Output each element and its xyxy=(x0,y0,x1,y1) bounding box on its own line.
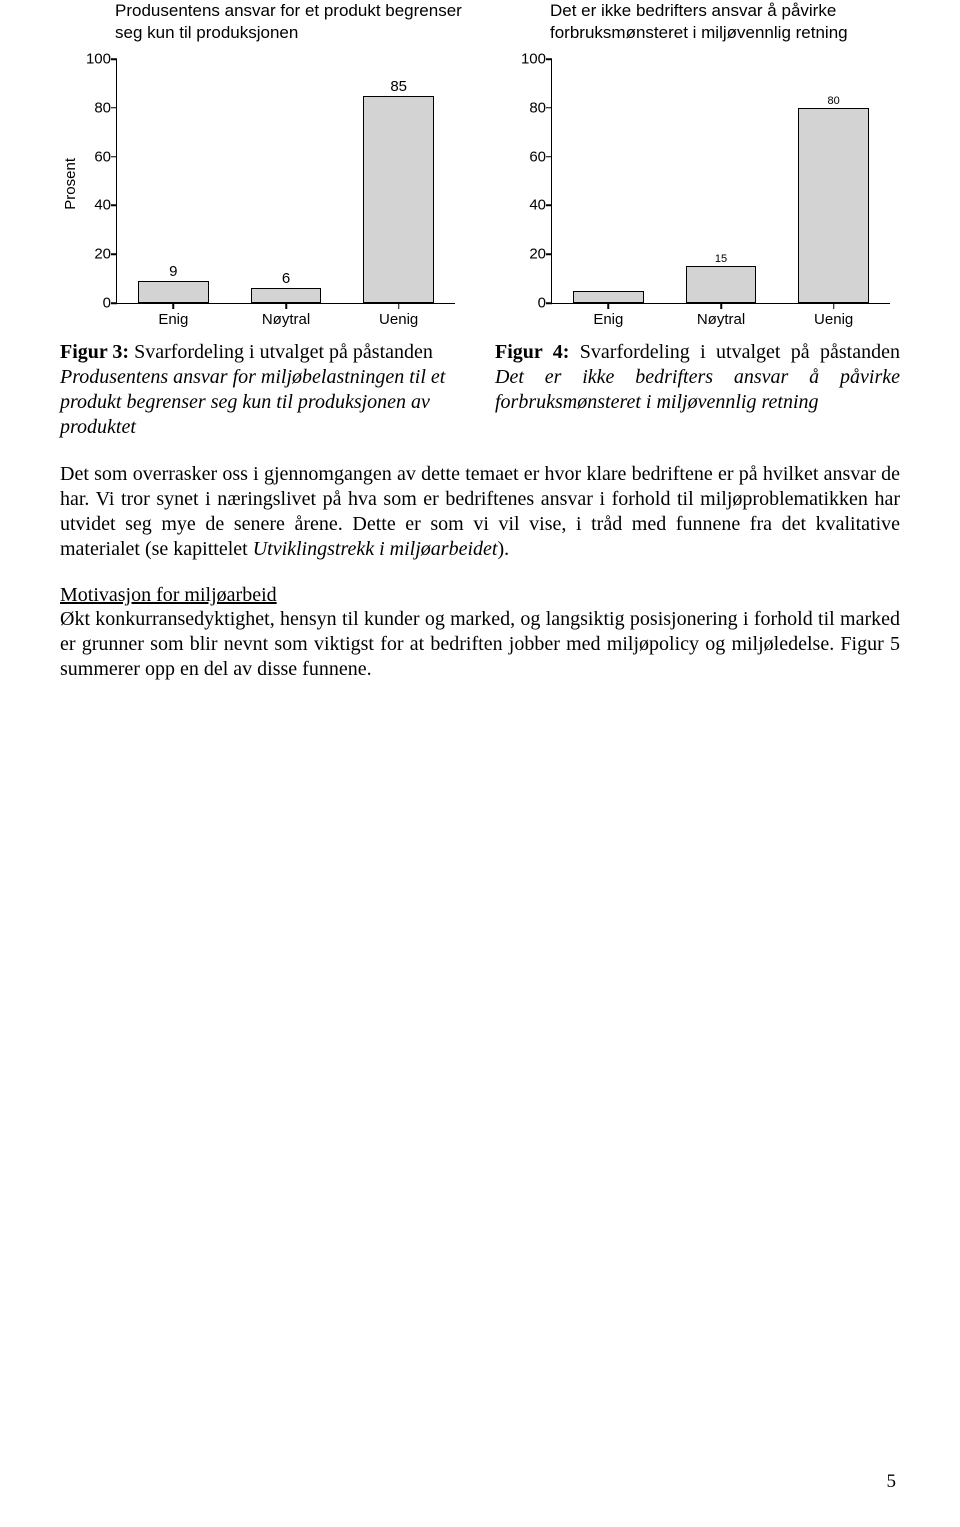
ytick-label: 80 xyxy=(514,99,546,116)
para1-italic: Utviklingstrekk i miljøarbeidet xyxy=(253,538,498,560)
bar-value-label: 15 xyxy=(687,253,756,265)
ytick-mark xyxy=(546,302,552,304)
para1-text2: ). xyxy=(497,538,509,560)
ytick-mark xyxy=(546,58,552,60)
chart-right-title: Det er ikke bedrifters ansvar å påvirke … xyxy=(495,0,900,48)
chart-left-title: Produsentens ansvar for et produkt begre… xyxy=(60,0,465,48)
ytick-mark xyxy=(111,107,117,109)
ytick-label: 20 xyxy=(514,246,546,263)
caption-left-lead: Figur 3: xyxy=(60,341,129,363)
ytick-label: 80 xyxy=(79,99,111,116)
chart-right: Det er ikke bedrifters ansvar å påvirke … xyxy=(495,0,900,334)
ytick-mark xyxy=(111,205,117,207)
caption-right: Figur 4: Svarfordeling i utvalget på pås… xyxy=(495,340,900,440)
xtick-mark xyxy=(285,303,287,309)
ytick-label: 100 xyxy=(79,51,111,68)
captions-row: Figur 3: Svarfordeling i utvalget på pås… xyxy=(60,340,900,440)
chart-right-area: 0 20 40 60 80 100 Enig 15 Nøytral 80 Uenig xyxy=(513,54,900,334)
caption-right-italic2: miljøvennlig retning xyxy=(656,391,818,413)
ytick-label: 40 xyxy=(514,197,546,214)
xtick-label: Nøytral xyxy=(262,311,310,328)
caption-right-plain: Svarfordeling i utvalget på påstanden xyxy=(569,341,900,363)
ytick-label: 0 xyxy=(79,295,111,312)
ytick-mark xyxy=(546,107,552,109)
chart-left-ylabel: Prosent xyxy=(60,158,78,210)
bar: 6 xyxy=(251,288,322,303)
bar-value-label: 85 xyxy=(364,78,433,95)
paragraph-2: Økt konkurransedyktighet, hensyn til kun… xyxy=(60,607,900,682)
ytick-label: 100 xyxy=(514,51,546,68)
xtick-label: Uenig xyxy=(814,311,853,328)
chart-right-plot: 020406080100Enig15Nøytral80Uenig xyxy=(551,59,890,304)
ytick-mark xyxy=(111,253,117,255)
caption-left-italic: Produsentens ansvar for miljøbelastninge… xyxy=(60,366,445,438)
section-title: Motivasjon for miljøarbeid xyxy=(60,584,900,607)
xtick-label: Enig xyxy=(158,311,188,328)
ytick-mark xyxy=(111,58,117,60)
ytick-label: 0 xyxy=(514,295,546,312)
chart-left: Produsentens ansvar for et produkt begre… xyxy=(60,0,465,334)
ytick-label: 60 xyxy=(514,148,546,165)
bar: 15 xyxy=(686,266,757,303)
bar-value-label: 80 xyxy=(799,95,868,107)
chart-left-area: 0 20 40 60 80 100 9 Enig 6 Nøytral 85 Uenig xyxy=(78,54,465,334)
paragraph-1: Det som overrasker oss i gjennomgangen a… xyxy=(60,462,900,562)
ytick-mark xyxy=(111,156,117,158)
caption-left: Figur 3: Svarfordeling i utvalget på pås… xyxy=(60,340,465,440)
xtick-label: Nøytral xyxy=(697,311,745,328)
ytick-label: 40 xyxy=(79,197,111,214)
bar: 9 xyxy=(138,281,209,303)
charts-row: Produsentens ansvar for et produkt begre… xyxy=(60,0,900,334)
page-number: 5 xyxy=(887,1471,897,1493)
chart-left-plot: 0204060801009Enig6Nøytral85Uenig xyxy=(116,59,455,304)
ytick-label: 20 xyxy=(79,246,111,263)
xtick-mark xyxy=(720,303,722,309)
bar: 80 xyxy=(798,108,869,303)
xtick-label: Enig xyxy=(593,311,623,328)
xtick-mark xyxy=(833,303,835,309)
xtick-mark xyxy=(398,303,400,309)
ytick-mark xyxy=(546,253,552,255)
caption-right-lead: Figur 4: xyxy=(495,341,569,363)
ytick-label: 60 xyxy=(79,148,111,165)
bar-value-label: 9 xyxy=(139,263,208,280)
caption-left-plain: Svarfordeling i utvalget på påstanden xyxy=(129,341,433,363)
xtick-label: Uenig xyxy=(379,311,418,328)
ytick-mark xyxy=(546,156,552,158)
bar xyxy=(573,291,644,303)
xtick-mark xyxy=(608,303,610,309)
ytick-mark xyxy=(546,205,552,207)
xtick-mark xyxy=(173,303,175,309)
bar: 85 xyxy=(363,96,434,303)
ytick-mark xyxy=(111,302,117,304)
bar-value-label: 6 xyxy=(252,270,321,287)
